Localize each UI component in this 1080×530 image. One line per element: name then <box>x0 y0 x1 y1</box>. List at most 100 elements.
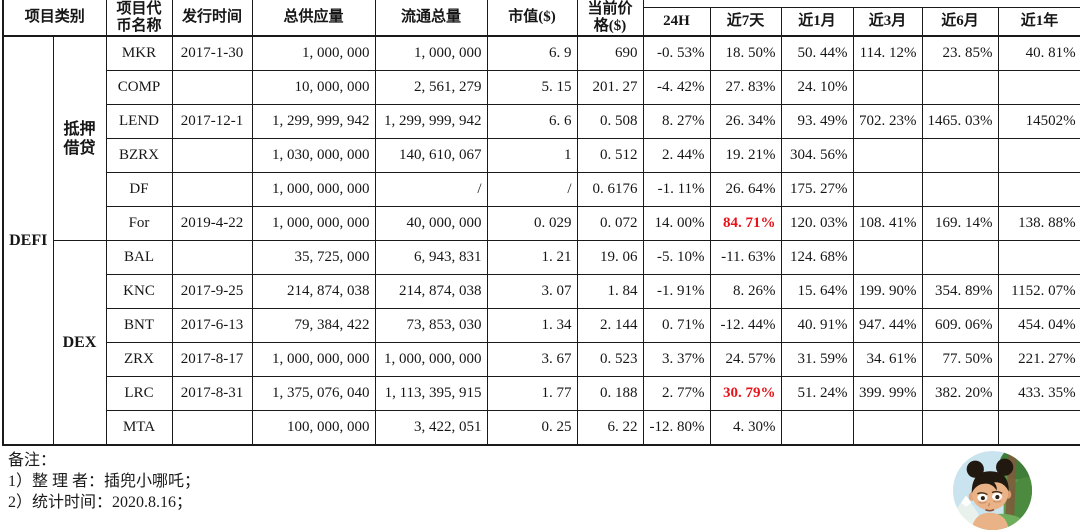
table-row-lend: LEND 2017-12-1 1, 299, 999, 942 1, 299, … <box>3 104 1080 139</box>
notes-block: 备注： 1）整 理 者：插兜小哪吒； 2）统计时间：2020.8.16； <box>0 446 1080 513</box>
cell-token: LEND <box>105 104 173 139</box>
cell-change-7d: 18. 50% <box>709 35 782 71</box>
cell-change-7d: -11. 63% <box>709 240 782 275</box>
table-row-bzrx: BZRX 1, 030, 000, 000 140, 610, 067 1 0.… <box>3 138 1080 173</box>
cell-total-supply: 1, 000, 000 <box>251 35 376 71</box>
price-header-line1: 当前价 <box>587 0 633 17</box>
col-header-6m: 近6月 <box>921 7 999 37</box>
cell-change-6m: 1465. 03% <box>921 104 999 139</box>
cell-token: COMP <box>105 70 173 105</box>
cell-issue-date <box>171 172 253 207</box>
cell-change-1y <box>997 410 1080 446</box>
cell-change-6m: 382. 20% <box>921 376 999 411</box>
table-row-lrc: LRC 2017-8-31 1, 375, 076, 040 1, 113, 3… <box>3 376 1080 411</box>
cell-change-1y <box>997 70 1080 105</box>
cell-change-3m <box>852 138 923 173</box>
col-header-circulating-supply: 流通总量 <box>374 0 488 37</box>
notes-title: 备注： <box>8 452 57 469</box>
cell-change-6m <box>921 138 999 173</box>
cell-price: 0. 072 <box>576 206 644 241</box>
cell-change-3m: 702. 23% <box>852 104 923 139</box>
cell-circulating: 1, 000, 000, 000 <box>374 342 488 377</box>
cell-price: 6. 22 <box>576 410 644 446</box>
avatar-illustration <box>953 451 1032 530</box>
col-header-1y: 近1年 <box>997 7 1080 37</box>
cell-token: BNT <box>105 308 173 343</box>
cell-total-supply: 1, 375, 076, 040 <box>251 376 376 411</box>
cell-market-cap: 6. 9 <box>486 35 578 71</box>
token-header-line1: 项目代 <box>116 0 162 17</box>
cell-total-supply: 1, 000, 000, 000 <box>251 342 376 377</box>
cell-issue-date: 2017-6-13 <box>171 308 253 343</box>
cell-change-7d: 8. 26% <box>709 274 782 309</box>
table-row-bal: DEX BAL 35, 725, 000 6, 943, 831 1. 21 1… <box>3 240 1080 446</box>
col-header-market-cap: 市值($) <box>486 0 578 37</box>
cell-issue-date: 2017-9-25 <box>171 274 253 309</box>
cell-issue-date: 2017-1-30 <box>171 35 253 71</box>
cell-market-cap: / <box>486 172 578 207</box>
cell-total-supply: 1, 299, 999, 942 <box>251 104 376 139</box>
cell-issue-date <box>171 410 253 446</box>
cell-market-cap: 3. 67 <box>486 342 578 377</box>
cell-change-24h: -4. 42% <box>642 70 711 105</box>
cell-change-6m <box>921 410 999 446</box>
cell-issue-date: 2019-4-22 <box>171 206 253 241</box>
cell-change-3m: 399. 99% <box>852 376 923 411</box>
cell-change-3m: 947. 44% <box>852 308 923 343</box>
notes-author-line: 1）整 理 者：插兜小哪吒； <box>8 473 201 490</box>
table-row-comp: COMP 10, 000, 000 2, 561, 279 5. 15 201.… <box>3 70 1080 105</box>
cell-change-24h: 14. 00% <box>642 206 711 241</box>
cell-change-1m: 120. 03% <box>780 206 854 241</box>
cell-price: 19. 06 <box>576 240 644 275</box>
cell-change-7d: 24. 57% <box>709 342 782 377</box>
defi-projects-table: 项目类别 项目代 币名称 发行时间 总供应量 流通总量 市值($) 当前价 格($)… <box>2 0 1080 446</box>
cell-change-7d: 4. 30% <box>709 410 782 446</box>
cell-change-3m <box>852 172 923 207</box>
cell-total-supply: 10, 000, 000 <box>251 70 376 105</box>
cell-change-24h: 2. 44% <box>642 138 711 173</box>
cell-issue-date: 2017-8-31 <box>171 376 253 411</box>
cell-change-1m: 175. 27% <box>780 172 854 207</box>
category-cell-defi: DEFI <box>2 35 54 446</box>
cell-total-supply: 1, 000, 000, 000 <box>251 206 376 241</box>
group-cell-lending: 抵押 借贷 <box>52 35 107 241</box>
cell-change-3m <box>852 70 923 105</box>
cell-total-supply: 100, 000, 000 <box>251 410 376 446</box>
cell-token: BZRX <box>105 138 173 173</box>
cell-change-3m: 114. 12% <box>852 35 923 71</box>
token-header-line2: 币名称 <box>116 17 162 34</box>
cell-circulating: 3, 422, 051 <box>374 410 488 446</box>
cell-change-1m: 51. 24% <box>780 376 854 411</box>
cell-circulating: 140, 610, 067 <box>374 138 488 173</box>
cell-change-7d-highlighted: 30. 79% <box>709 376 782 411</box>
cell-token: BAL <box>105 240 173 275</box>
cell-change-6m <box>921 172 999 207</box>
cell-market-cap: 3. 07 <box>486 274 578 309</box>
cell-circulating: 1, 000, 000 <box>374 35 488 71</box>
cell-change-3m: 199. 90% <box>852 274 923 309</box>
col-header-issue-date: 发行时间 <box>171 0 253 37</box>
cell-total-supply: 1, 030, 000, 000 <box>251 138 376 173</box>
table-row-bnt: BNT 2017-6-13 79, 384, 422 73, 853, 030 … <box>3 308 1080 343</box>
cell-change-6m: 77. 50% <box>921 342 999 377</box>
cell-market-cap: 1. 34 <box>486 308 578 343</box>
cell-change-7d: 19. 21% <box>709 138 782 173</box>
group-cell-dex: DEX <box>52 240 107 446</box>
cell-change-6m <box>921 70 999 105</box>
cell-change-1y: 40. 81% <box>997 35 1080 71</box>
table-header: 项目类别 项目代 币名称 发行时间 总供应量 流通总量 市值($) 当前价 格($)… <box>2 0 1080 37</box>
cell-price: 0. 508 <box>576 104 644 139</box>
cell-change-7d: 26. 34% <box>709 104 782 139</box>
cell-change-1y: 1152. 07% <box>997 274 1080 309</box>
cell-change-6m: 609. 06% <box>921 308 999 343</box>
notes-date-line: 2）统计时间：2020.8.16； <box>8 494 193 511</box>
cell-change-1y <box>997 240 1080 275</box>
cell-market-cap: 6. 6 <box>486 104 578 139</box>
group-lending-line2: 借贷 <box>63 139 96 157</box>
col-header-3m: 近3月 <box>852 7 923 37</box>
cell-change-1m: 93. 49% <box>780 104 854 139</box>
table-row-mkr: DEFI 抵押 借贷 MKR 2017-1-30 1, 000, 000 1, 0… <box>2 35 1080 446</box>
cell-change-24h: -5. 10% <box>642 240 711 275</box>
price-header-line2: 格($) <box>593 17 627 34</box>
cell-change-24h: 0. 71% <box>642 308 711 343</box>
